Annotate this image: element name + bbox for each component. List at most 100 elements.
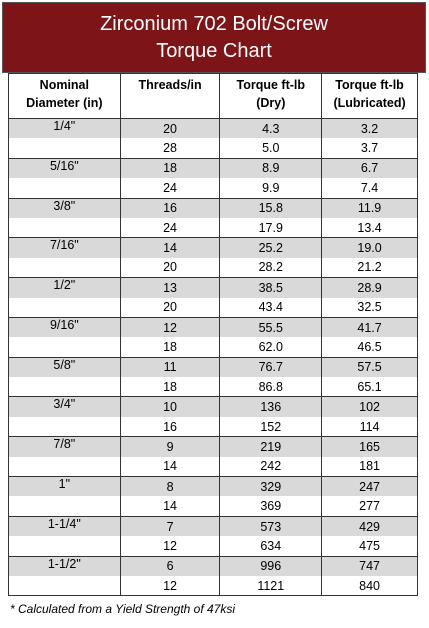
table-row: 7/8" 9 219 165 [8,436,418,457]
diameter-cell: 5/16" [8,157,121,179]
table-row: 14 242 181 [8,456,418,477]
title-band: Zirconium 702 Bolt/Screw Torque Chart [2,2,426,73]
value-cell: 14 [119,237,221,258]
value-cell: 65.1 [321,377,418,397]
value-cell: 475 [321,536,418,557]
empty-cell [8,257,121,278]
value-cell: 634 [219,536,323,557]
value-cell: 57.5 [321,356,418,378]
value-cell: 3.7 [321,138,418,159]
value-cell: 11.9 [321,197,418,218]
value-cell: 24 [119,217,221,238]
table-row: 18 86.8 65.1 [8,377,418,397]
diameter-cell: 1/2" [8,277,121,298]
value-cell: 429 [321,515,418,537]
column-header: Torque ft-lb (Lubricated) [321,73,418,119]
value-cell: 242 [219,456,323,477]
value-cell: 41.7 [321,316,418,338]
table-row: 1-1/4" 7 573 429 [8,515,418,537]
table-row: 1/2" 13 38.5 28.9 [8,277,418,298]
value-cell: 18 [119,157,221,179]
value-cell: 6 [119,555,221,576]
diameter-cell: 1" [8,476,121,497]
value-cell: 28.9 [321,277,418,298]
diameter-cell: 1-1/4" [8,515,121,537]
chart-sheet: Zirconium 702 Bolt/Screw Torque Chart No… [2,2,426,616]
value-cell: 24 [119,178,221,199]
value-cell: 21.2 [321,257,418,278]
table-row: 9/16" 12 55.5 41.7 [8,316,418,338]
empty-cell [8,416,121,437]
value-cell: 840 [321,575,418,597]
empty-cell [8,138,121,159]
empty-cell [8,297,121,318]
value-cell: 16 [119,416,221,437]
value-cell: 7.4 [321,178,418,199]
value-cell: 8 [119,476,221,497]
empty-cell [8,337,121,358]
empty-cell [8,456,121,477]
value-cell: 3.2 [321,118,418,139]
value-cell: 573 [219,515,323,537]
table-row: 1/4" 20 4.3 3.2 [8,118,418,139]
value-cell: 11 [119,356,221,378]
value-cell: 329 [219,476,323,497]
value-cell: 114 [321,416,418,437]
diameter-cell: 7/16" [8,237,121,258]
table-row: 20 28.2 21.2 [8,257,418,278]
value-cell: 13 [119,277,221,298]
table-row: 3/4" 10 136 102 [8,396,418,417]
value-cell: 32.5 [321,297,418,318]
diameter-cell: 9/16" [8,316,121,338]
empty-cell [8,217,121,238]
value-cell: 996 [219,555,323,576]
empty-cell [8,536,121,557]
value-cell: 19.0 [321,237,418,258]
value-cell: 181 [321,456,418,477]
value-cell: 12 [119,575,221,597]
value-cell: 219 [219,436,323,457]
table-row: 18 62.0 46.5 [8,337,418,358]
table-row: 28 5.0 3.7 [8,138,418,159]
table-row: 1" 8 329 247 [8,476,418,497]
title-line: Zirconium 702 Bolt/Screw [100,13,328,35]
value-cell: 14 [119,496,221,517]
header-line: Diameter (in) [26,96,103,110]
value-cell: 152 [219,416,323,437]
value-cell: 1121 [219,575,323,597]
value-cell: 9 [119,436,221,457]
header-line: Torque ft-lb [236,78,306,92]
value-cell: 55.5 [219,316,323,338]
value-cell: 76.7 [219,356,323,378]
value-cell: 28 [119,138,221,159]
value-cell: 43.4 [219,297,323,318]
table-row: 16 152 114 [8,416,418,437]
diameter-cell: 1-1/2" [8,555,121,576]
value-cell: 277 [321,496,418,517]
value-cell: 46.5 [321,337,418,358]
value-cell: 12 [119,536,221,557]
footnote: * Calculated from a Yield Strength of 47… [10,602,236,617]
value-cell: 16 [119,197,221,218]
value-cell: 369 [219,496,323,517]
table-row: 7/16" 14 25.2 19.0 [8,237,418,258]
column-header: Nominal Diameter (in) [8,73,121,119]
header-line: (Lubricated) [333,96,406,110]
table-row: 5/8" 11 76.7 57.5 [8,356,418,378]
header-row: Nominal Diameter (in) Threads/in Torque ft-… [8,73,418,119]
value-cell: 20 [119,257,221,278]
diameter-cell: 1/4" [8,118,121,139]
value-cell: 13.4 [321,217,418,238]
header-line: Nominal [39,78,89,92]
value-cell: 86.8 [219,377,323,397]
header-line: Torque ft-lb [335,78,404,92]
table-row: 20 43.4 32.5 [8,297,418,318]
value-cell: 7 [119,515,221,537]
diameter-cell: 3/8" [8,197,121,218]
empty-cell [8,377,121,397]
value-cell: 38.5 [219,277,323,298]
value-cell: 102 [321,396,418,417]
diameter-cell: 5/8" [8,356,121,378]
torque-table: Nominal Diameter (in) Threads/in Torque ft-… [8,73,418,597]
